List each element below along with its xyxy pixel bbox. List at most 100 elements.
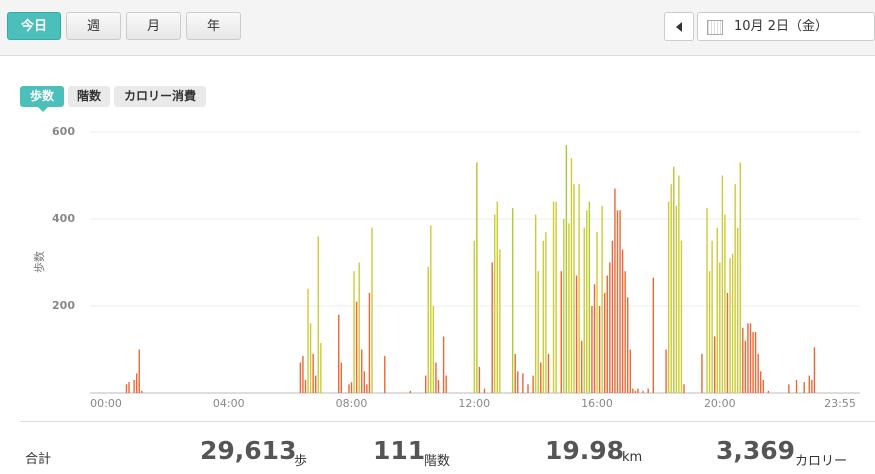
total-unit: 階数: [424, 454, 451, 469]
bar: [803, 382, 805, 393]
bar: [532, 375, 534, 393]
bar: [384, 356, 386, 393]
bar: [675, 205, 678, 393]
bar: [355, 301, 358, 393]
tab-today[interactable]: 今日: [7, 12, 61, 40]
bar: [320, 342, 322, 393]
bar: [719, 262, 721, 393]
bar: [427, 266, 429, 393]
bar: [302, 356, 304, 393]
bar: [642, 390, 644, 393]
total-unit: km: [622, 450, 643, 465]
metric-tab-steps[interactable]: 歩数: [20, 86, 64, 112]
bar: [371, 227, 373, 393]
tab-week[interactable]: 週: [66, 12, 121, 40]
bar: [138, 349, 140, 393]
bar: [361, 349, 363, 393]
bar: [304, 379, 307, 393]
y-tick-label: 600: [52, 125, 75, 138]
bar: [540, 362, 542, 393]
bar: [611, 240, 614, 393]
bar: [573, 184, 575, 393]
bar: [716, 227, 718, 393]
x-tick-label: 04:00: [213, 397, 245, 410]
bar: [424, 375, 427, 393]
bar: [724, 214, 726, 393]
bar: [315, 375, 317, 393]
bar: [667, 201, 670, 393]
bar: [762, 379, 764, 393]
bar: [670, 184, 672, 393]
bar: [593, 284, 596, 393]
total-unit: 歩: [294, 454, 308, 469]
total-value: 29,613: [200, 436, 297, 465]
bar: [767, 390, 770, 393]
bar: [609, 262, 611, 393]
bar: [632, 388, 634, 393]
y-tick-label: 400: [52, 212, 75, 225]
bar: [560, 271, 562, 393]
bar: [545, 232, 547, 393]
metric-tab-calories[interactable]: カロリー消費: [114, 86, 206, 107]
bar: [754, 332, 757, 393]
bar: [706, 208, 708, 393]
bar: [813, 347, 816, 393]
x-tick-label: 23:55: [824, 397, 856, 410]
bar: [737, 227, 739, 393]
bar: [742, 327, 744, 393]
total-value: 3,369: [716, 436, 796, 465]
bar: [483, 388, 486, 393]
separator: [20, 421, 875, 422]
bar: [338, 314, 340, 393]
bar: [476, 162, 478, 393]
bar: [565, 145, 568, 393]
bar: [514, 353, 516, 393]
bar: [445, 375, 447, 393]
bar: [494, 214, 496, 393]
bar: [606, 275, 608, 393]
bar: [683, 384, 685, 393]
bar: [586, 210, 588, 393]
bar: [591, 306, 593, 393]
bar: [760, 371, 762, 393]
bar: [555, 201, 557, 393]
bar: [747, 323, 749, 393]
tab-month[interactable]: 月: [126, 12, 181, 40]
bar: [128, 382, 130, 393]
total-value: 19.98: [545, 436, 625, 465]
prev-day-button[interactable]: [664, 12, 694, 41]
bar: [616, 210, 619, 393]
bar: [317, 236, 319, 393]
bar: [348, 384, 350, 393]
bar: [673, 166, 675, 393]
bar: [363, 371, 366, 393]
date-picker[interactable]: 10月 2日（金）: [697, 12, 875, 41]
bar: [749, 323, 752, 393]
bar: [596, 232, 598, 393]
bar: [598, 306, 601, 393]
bar: [629, 349, 631, 393]
bar: [621, 249, 624, 393]
metric-tab-floors[interactable]: 階数: [68, 86, 110, 107]
x-tick-label: 00:00: [90, 397, 122, 410]
bar: [601, 205, 603, 393]
x-tick-label: 20:00: [704, 397, 736, 410]
bar: [563, 219, 565, 393]
bar: [604, 292, 606, 393]
bar: [678, 175, 680, 393]
bar: [307, 288, 309, 393]
bar: [125, 384, 128, 393]
bar: [552, 201, 555, 393]
bar: [542, 240, 545, 393]
bar: [522, 373, 524, 393]
bar: [711, 240, 713, 393]
bar: [432, 306, 435, 393]
bar: [435, 362, 437, 393]
tab-year[interactable]: 年: [186, 12, 241, 40]
bar: [547, 353, 550, 393]
bar: [578, 184, 580, 393]
bar: [788, 384, 790, 393]
bar: [368, 292, 371, 393]
x-tick-label: 16:00: [581, 397, 613, 410]
bar: [614, 188, 616, 393]
